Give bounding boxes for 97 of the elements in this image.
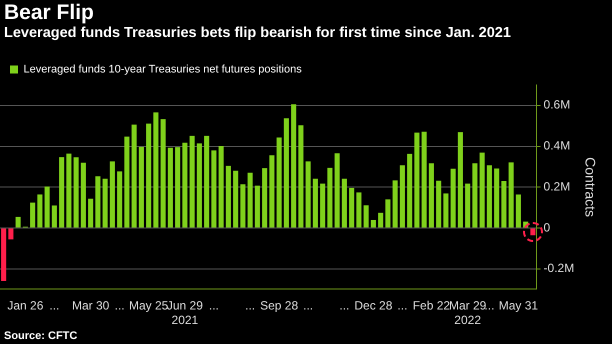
bar (160, 119, 166, 228)
bar (182, 142, 188, 228)
bar (450, 168, 456, 228)
bar (44, 186, 50, 228)
bar (458, 132, 463, 228)
bar (16, 216, 21, 228)
bar (132, 124, 137, 228)
bar (52, 205, 57, 228)
x-tick-label: ... (49, 298, 60, 313)
y-tick-label: 0.4M (544, 138, 570, 153)
bar (218, 146, 224, 228)
x-tick-label: Dec 28 (354, 298, 393, 313)
bar (443, 193, 448, 228)
x-tick-label: May 25 (128, 298, 169, 313)
bar (37, 194, 42, 228)
bar (494, 168, 500, 228)
bar (486, 165, 492, 228)
bar (465, 184, 470, 228)
bar (95, 176, 100, 228)
bar (269, 155, 274, 228)
bar (480, 152, 485, 228)
bar (342, 178, 347, 228)
legend-label: Leveraged funds 10-year Treasuries net futures positions (24, 64, 302, 76)
x-tick-label: Mar 30 (72, 298, 110, 313)
x-tick-label: Feb 22 (412, 298, 450, 313)
y-axis-title: Contracts (582, 157, 599, 218)
bar (196, 143, 202, 228)
bar (66, 154, 72, 228)
bar (102, 178, 108, 228)
chart-subtitle: Leveraged funds Treasuries bets flip bearish for first time since Jan. 2021 (4, 25, 511, 41)
x-tick-label: Mar 29 2022 (448, 298, 487, 328)
x-tick-label: ... (114, 298, 125, 313)
bar (211, 150, 216, 228)
bar (226, 166, 231, 228)
x-tick-label: ... (245, 298, 256, 313)
bar (334, 153, 340, 228)
bar (392, 180, 398, 228)
bar (400, 165, 405, 228)
x-tick-label: Jan 26 (7, 298, 44, 313)
bar (378, 212, 384, 228)
bar (233, 170, 238, 228)
bar (407, 154, 412, 228)
bar (291, 104, 296, 228)
bar (74, 157, 79, 228)
bar (436, 180, 442, 228)
chart-title: Bear Flip (4, 1, 94, 25)
bar (146, 124, 152, 228)
x-tick-label: ... (208, 298, 219, 313)
y-tick-label: 0.2M (544, 179, 570, 194)
bar (385, 199, 390, 228)
bar (1, 228, 6, 282)
bar (284, 118, 289, 228)
x-tick-label: Jun 29 2021 (166, 298, 204, 328)
bar (364, 205, 369, 228)
source-note: Source: CFTC (4, 330, 78, 342)
bar (501, 180, 506, 228)
bar (516, 194, 521, 228)
bar (422, 132, 427, 228)
x-tick-label: Sep 28 (260, 298, 298, 313)
bar (327, 168, 332, 228)
bar (8, 228, 14, 240)
bar (254, 186, 260, 228)
bar (117, 171, 122, 228)
bar (312, 178, 318, 228)
bar (276, 137, 282, 228)
x-tick-label: ... (339, 298, 350, 313)
x-tick-label: ... (303, 298, 314, 313)
bar (88, 198, 94, 228)
y-tick-label: 0 (544, 220, 551, 234)
bar (298, 125, 304, 228)
bar (240, 184, 246, 228)
x-tick-label: May 31 (498, 298, 538, 313)
bar (262, 168, 268, 228)
x-tick-label: ... (397, 298, 408, 313)
bar (124, 136, 130, 228)
bar (472, 163, 478, 228)
bar (204, 136, 210, 228)
bar (110, 161, 115, 228)
bar (153, 112, 158, 228)
bar (168, 148, 173, 228)
y-tick-label: 0.6M (544, 98, 570, 112)
bar (175, 147, 180, 228)
bar (356, 192, 362, 228)
bar (320, 184, 326, 228)
bar (30, 202, 36, 228)
bar (138, 146, 144, 228)
bar (349, 188, 354, 228)
bar (428, 163, 434, 228)
bar (59, 157, 64, 228)
bar (306, 161, 311, 228)
y-tick-label: -0.2M (544, 261, 574, 276)
bar (248, 172, 253, 228)
bar (190, 136, 195, 228)
bar (80, 162, 86, 228)
bar (370, 220, 376, 228)
bar (508, 162, 514, 228)
bar (414, 132, 420, 228)
